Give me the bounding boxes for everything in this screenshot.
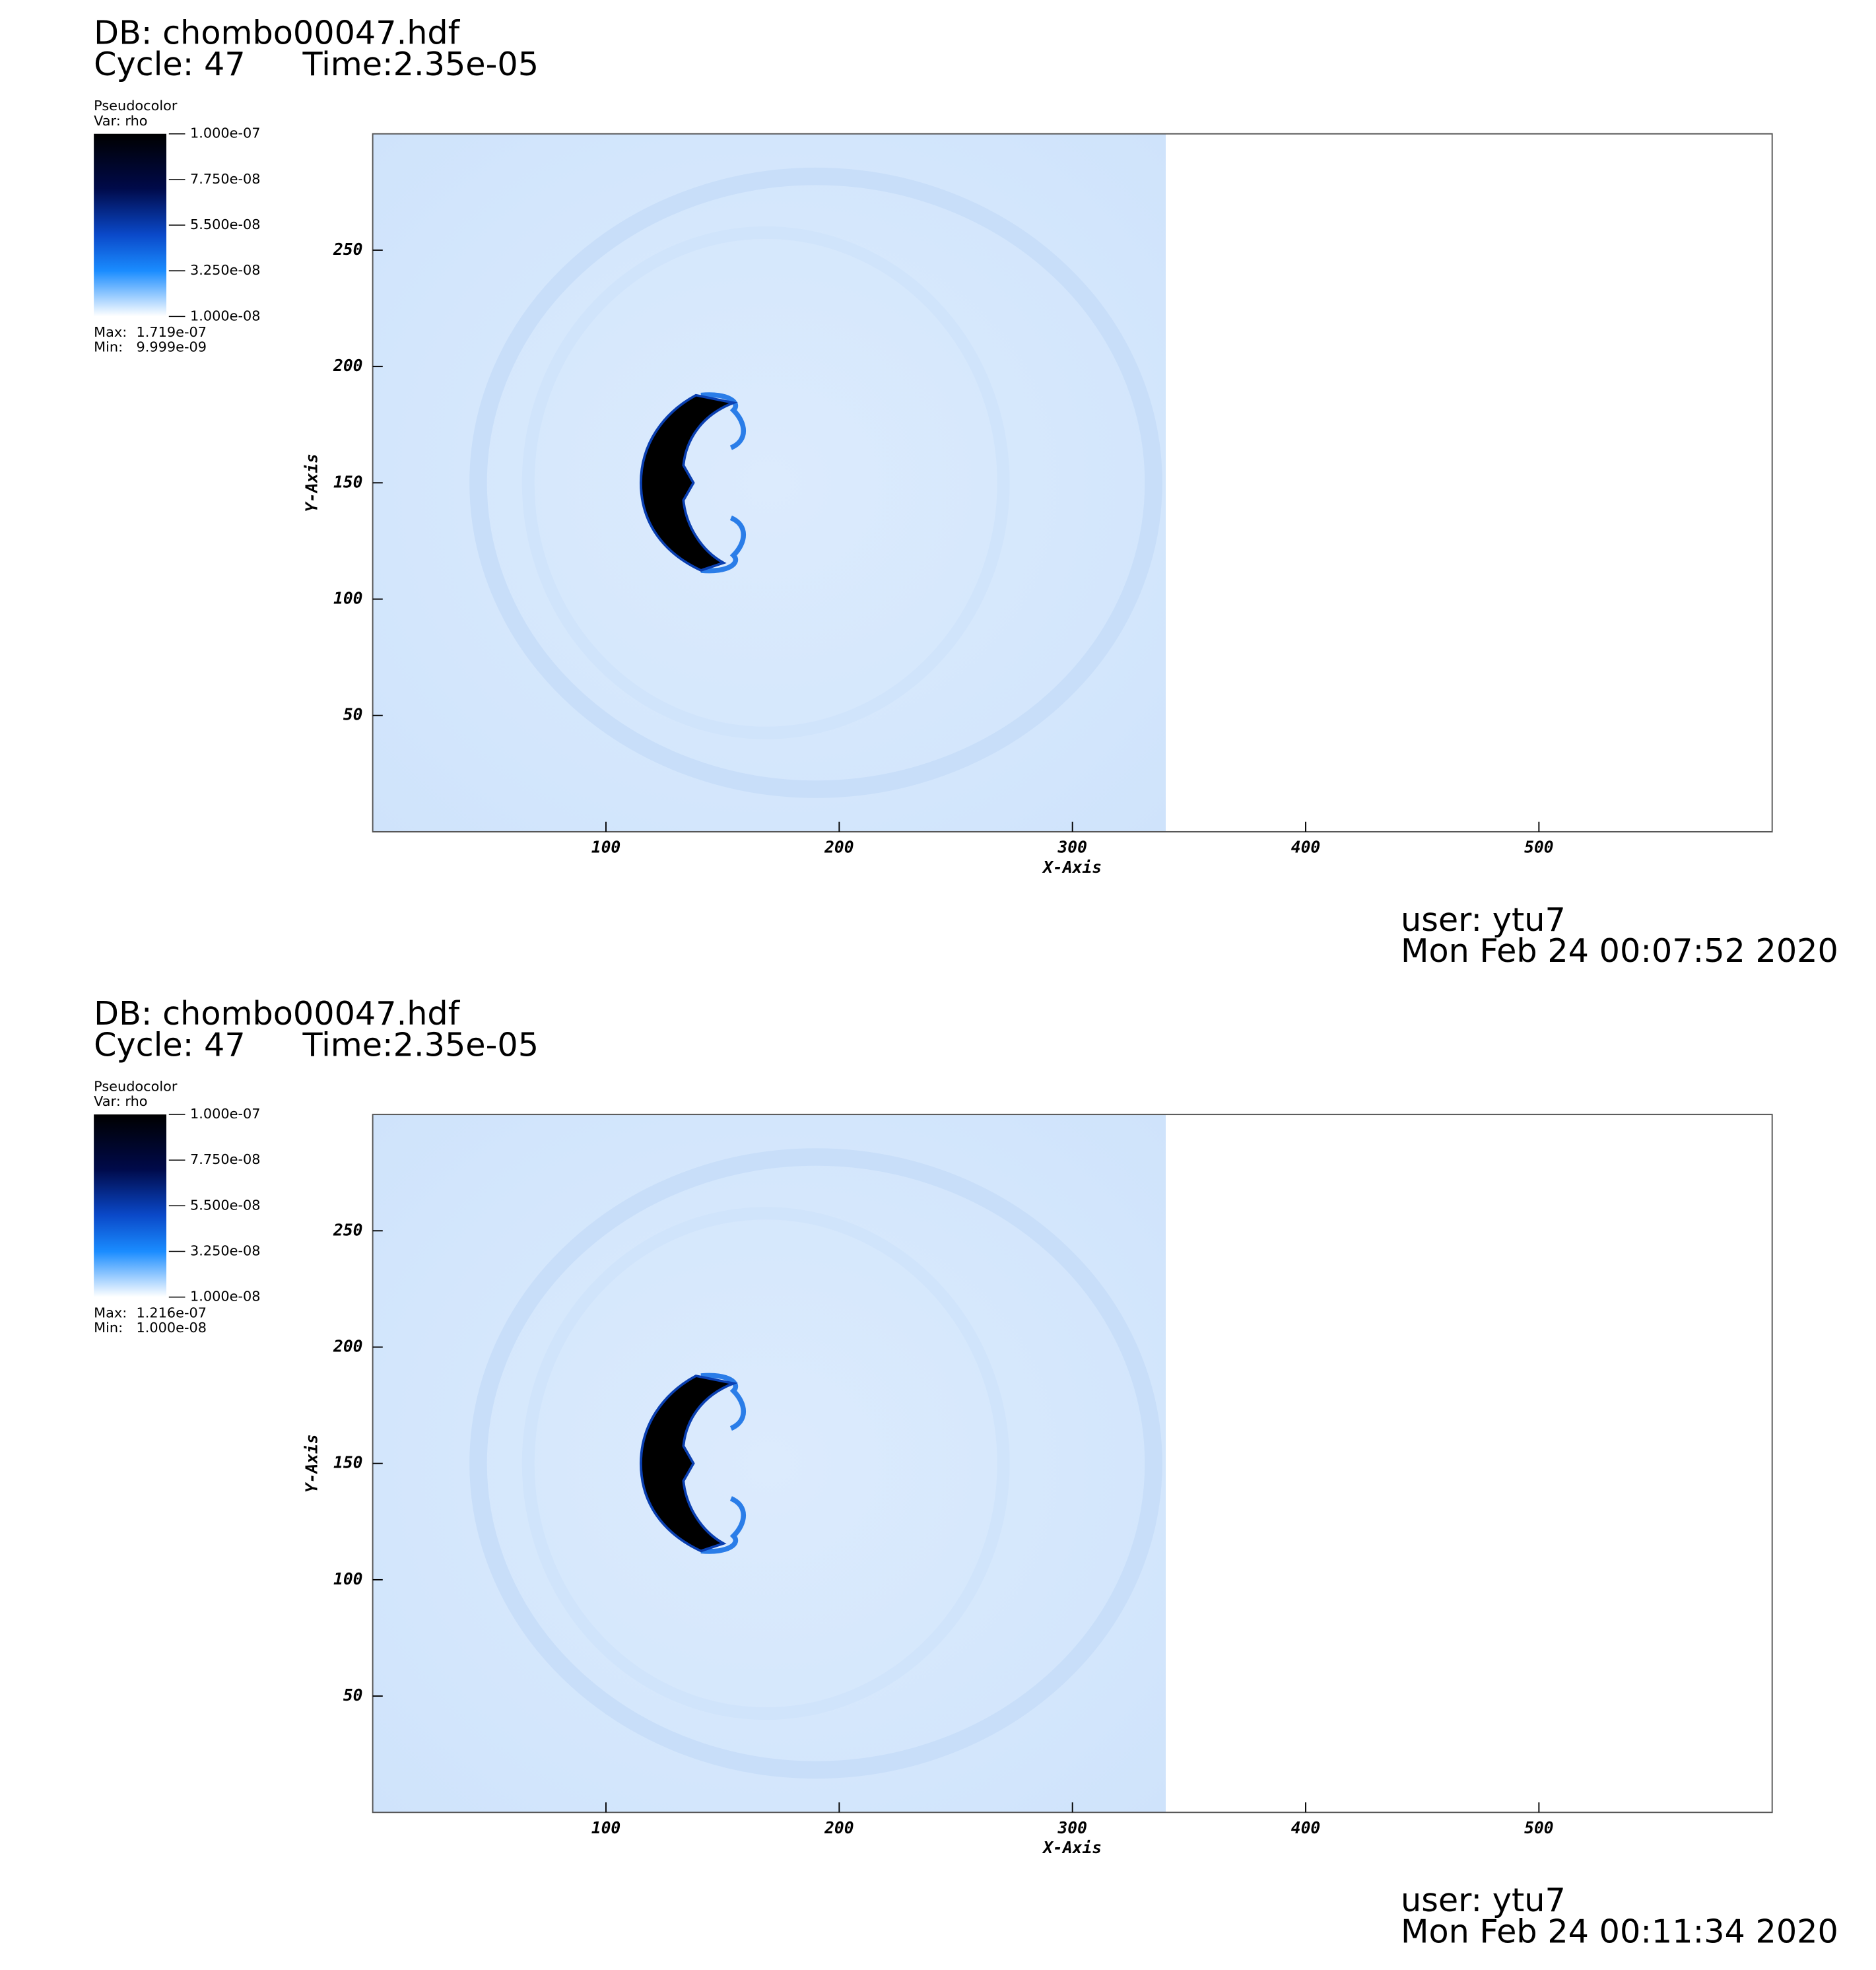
date-label: Mon Feb 24 00:11:34 2020 — [1401, 1913, 1838, 1951]
stat-value: 1.719e-07 — [137, 324, 207, 340]
y-tick-label: 150 — [333, 1453, 362, 1472]
colorbar-tick-label: 1.000e-08 — [190, 1289, 260, 1305]
x-tick-label: 400 — [1291, 1818, 1320, 1837]
stat-name: Max: — [94, 324, 127, 340]
y-tick-label: 200 — [333, 1336, 362, 1355]
stat-value: 9.999e-09 — [137, 339, 207, 355]
y-tick-label: 150 — [333, 472, 362, 491]
colorbar-tick-label: 7.750e-08 — [190, 171, 260, 187]
colorbar-tick-label: 5.500e-08 — [190, 217, 260, 232]
x-tick-label: 500 — [1524, 838, 1553, 857]
colorbar-tick-label: 7.750e-08 — [190, 1151, 260, 1167]
y-tick-label: 200 — [333, 356, 362, 375]
y-tick-label: 50 — [343, 705, 363, 724]
legend-var: Var: rho — [94, 113, 147, 129]
x-axis-label: X-Axis — [1042, 1838, 1102, 1857]
blob-edge — [700, 392, 747, 574]
x-tick-label: 100 — [591, 1818, 620, 1837]
y-tick-label: 100 — [333, 589, 362, 608]
x-tick-label: 200 — [824, 838, 854, 857]
x-axis-label: X-Axis — [1042, 858, 1102, 877]
shock-ring — [521, 226, 1010, 739]
y-tick-label: 250 — [333, 240, 362, 259]
colorbar-tick-label: 3.250e-08 — [190, 1243, 260, 1259]
legend-var: Var: rho — [94, 1093, 147, 1109]
cycle-label: Cycle: 47 — [94, 45, 246, 83]
stat-name: Max: — [94, 1305, 127, 1320]
cycle-label: Cycle: 47 — [94, 1025, 246, 1064]
colorbar-tick-label: 1.000e-08 — [190, 308, 260, 323]
colorbar-tick-label: 1.000e-07 — [190, 1106, 260, 1122]
user-label: user: ytu7 — [1401, 1881, 1566, 1919]
shock-ring — [469, 1148, 1162, 1779]
time-label: Time:2.35e-05 — [302, 45, 539, 83]
density-blob — [640, 392, 747, 574]
blob-core — [640, 1375, 738, 1553]
y-tick-label: 250 — [333, 1220, 362, 1239]
shock-ring — [521, 1207, 1010, 1720]
colorbar-tick-label: 5.500e-08 — [190, 1197, 260, 1213]
stat-value: 1.216e-07 — [137, 1305, 207, 1320]
colorbar — [94, 133, 167, 317]
colorbar — [94, 1114, 167, 1297]
stat-value: 1.000e-08 — [137, 1320, 207, 1336]
colorbar-tick-label: 3.250e-08 — [190, 262, 260, 278]
db-label: DB: chombo00047.hdf — [94, 994, 461, 1033]
x-tick-label: 200 — [824, 1818, 854, 1837]
x-tick-label: 300 — [1057, 838, 1087, 857]
user-label: user: ytu7 — [1401, 900, 1566, 939]
date-label: Mon Feb 24 00:07:52 2020 — [1401, 932, 1838, 970]
blob-edge — [700, 1373, 747, 1554]
x-tick-label: 300 — [1057, 1818, 1087, 1837]
x-tick-label: 500 — [1524, 1818, 1553, 1837]
db-label: DB: chombo00047.hdf — [94, 14, 461, 52]
legend-title: Pseudocolor — [94, 1078, 178, 1094]
legend-title: Pseudocolor — [94, 98, 178, 114]
time-label: Time:2.35e-05 — [302, 1025, 539, 1064]
x-tick-label: 400 — [1291, 838, 1320, 857]
blob-core — [640, 393, 738, 572]
y-axis-label: Y-Axis — [302, 1434, 321, 1493]
stat-name: Min: — [94, 339, 123, 355]
y-axis-label: Y-Axis — [302, 454, 321, 512]
shock-ring — [469, 167, 1162, 798]
y-tick-label: 100 — [333, 1569, 362, 1588]
y-tick-label: 50 — [343, 1685, 363, 1705]
stat-name: Min: — [94, 1320, 123, 1336]
colorbar-tick-label: 1.000e-07 — [190, 125, 260, 141]
x-tick-label: 100 — [591, 838, 620, 857]
density-blob — [640, 1373, 747, 1554]
